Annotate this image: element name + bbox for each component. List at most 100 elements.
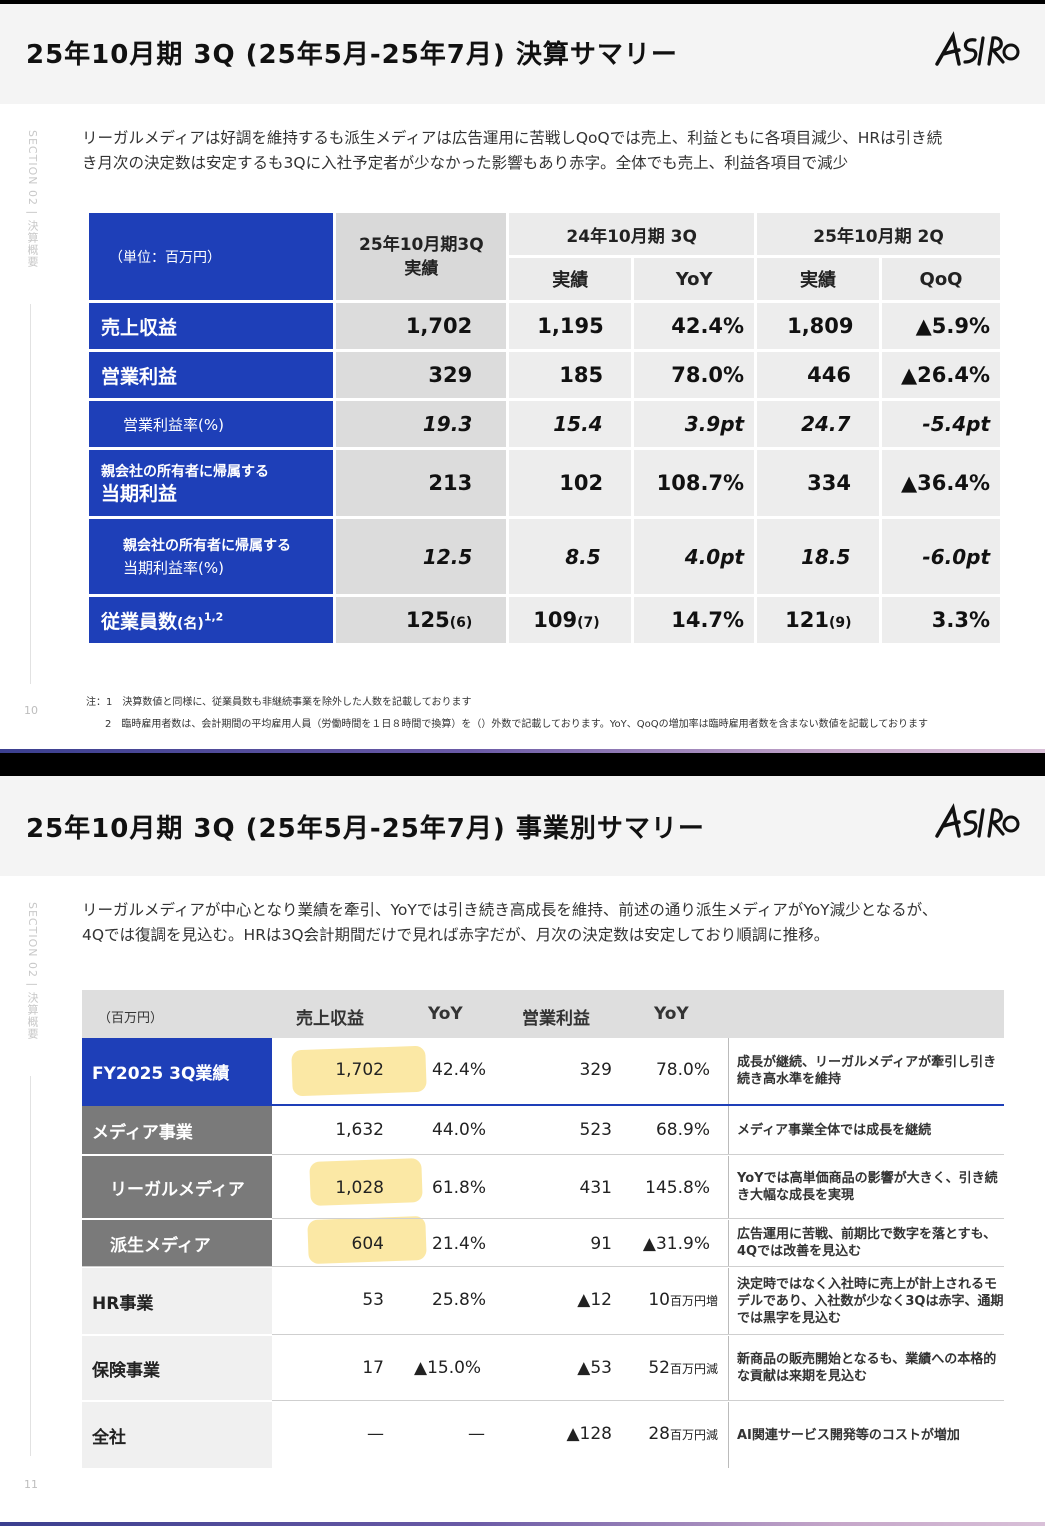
cell-value: 121	[785, 608, 829, 632]
col-qoq: QoQ	[882, 258, 1000, 300]
cell-op: 523	[579, 1120, 612, 1140]
cell-revenue: 1,632	[335, 1120, 384, 1140]
cell-yoy1: —	[468, 1424, 485, 1444]
table-row: 従業員数(名)1,2 125(6) 109(7) 14.7% 121(9) 3.…	[89, 597, 1000, 643]
row-label: HR事業	[82, 1268, 272, 1334]
cell-qoq: ▲36.4%	[882, 450, 1000, 516]
row-label: リーガルメディア	[82, 1156, 272, 1218]
cell-op: 431	[579, 1178, 612, 1198]
row-divider	[272, 1154, 1004, 1155]
slide-header: 25年10月期 3Q (25年5月-25年7月) 決算サマリー	[0, 4, 1045, 104]
cell-prev-year: 15.4	[509, 401, 632, 447]
col-revenue: 売上収益	[296, 1009, 364, 1029]
row-label-main: 従業員数	[101, 610, 178, 633]
cell-prev-q: 1,809	[757, 303, 880, 349]
cell-prev-year: 102	[509, 450, 632, 516]
row-label: FY2025 3Q業績	[82, 1038, 272, 1104]
cell-yoy: 3.9pt	[634, 401, 755, 447]
cell-yoy: 4.0pt	[634, 519, 755, 594]
table-row: FY2025 3Q業績 1,702 42.4% 329 78.0% 成長が継続、…	[82, 1038, 1004, 1104]
col-actual: 実績	[757, 258, 880, 300]
cell-prev-year: 109(7)	[509, 597, 632, 643]
row-comment: 決定時ではなく入社時に売上が計上されるモデルであり、入社数が少なく3Qは赤字、通…	[728, 1268, 1004, 1334]
row-label-small: 親会社の所有者に帰属する	[123, 537, 291, 554]
unit-label: （単位：百万円）	[89, 213, 334, 300]
lead-text: リーガルメディアが中心となり業績を牽引、YoYでは引き続き高成長を維持、前述の通…	[82, 898, 1022, 948]
footnote-2: 2 臨時雇用者数は、会計期間の平均雇用人員（労働時間を１日８時間で換算）を（）外…	[105, 719, 929, 730]
current-period-title: 25年10月期3Q	[359, 234, 484, 255]
asiro-logo-icon	[935, 31, 1020, 66]
row-comment: メディア事業全体では成長を継続	[728, 1106, 1004, 1154]
lead-line: き月次の決定数は安定するも3Qに入社予定者が少なかった影響もあり赤字。全体でも売…	[82, 154, 849, 172]
row-comment: 広告運用に苦戦、前期比で数字を落とすも、4Qでは改善を見込む	[728, 1220, 1004, 1266]
row-divider	[272, 1400, 1004, 1401]
unit-label: （百万円）	[98, 1011, 164, 1026]
cell-current: 19.3	[336, 401, 507, 447]
bottom-accent-bar	[0, 1522, 1045, 1526]
row-label: 派生メディア	[82, 1220, 272, 1266]
cell-yoy1: 25.8%	[432, 1290, 487, 1310]
cell-qoq: ▲26.4%	[882, 352, 1000, 398]
cell-revenue: 17	[362, 1358, 384, 1378]
table-row: 親会社の所有者に帰属する 当期利益 213 102 108.7% 334 ▲36…	[89, 450, 1000, 516]
cell-unit: 百万円減	[669, 1362, 718, 1376]
cell-current: 329	[336, 352, 507, 398]
bottom-accent-bar	[0, 749, 1045, 753]
cell-prev-year: 1,195	[509, 303, 632, 349]
cell-revenue: 1,702	[335, 1060, 384, 1080]
section-label: SECTION 02 | 決算概要	[26, 130, 39, 268]
cell-prev-year: 185	[509, 352, 632, 398]
table-row: 親会社の所有者に帰属する 当期利益率(%) 12.5 8.5 4.0pt 18.…	[89, 519, 1000, 594]
cell-yoy2: 68.9%	[655, 1120, 710, 1140]
footnotes: 注：1 決算数値と同様に、従業員数も非継続事業を除外した人数を記載しております …	[86, 692, 928, 736]
cell-revenue: 604	[351, 1234, 384, 1254]
cell-yoy1: 21.4%	[432, 1234, 487, 1254]
cell-sub: (9)	[828, 615, 852, 631]
row-label: 全社	[82, 1402, 272, 1468]
cell-yoy2: 52百万円減	[648, 1358, 718, 1378]
cell-sub: (6)	[449, 615, 473, 631]
cell-prev-q: 18.5	[757, 519, 880, 594]
page-number: 11	[24, 1478, 38, 1491]
row-comment: YoYでは高単価商品の影響が大きく、引き続き大幅な成長を実現	[728, 1156, 1004, 1218]
table-row: 営業利益率(%) 19.3 15.4 3.9pt 24.7 -5.4pt	[89, 401, 1000, 447]
slide-title: 25年10月期 3Q (25年5月-25年7月) 事業別サマリー	[26, 814, 705, 844]
table-row: HR事業 53 25.8% ▲12 10百万円増 決定時ではなく入社時に売上が計…	[82, 1268, 1004, 1334]
cell-yoy2: ▲31.9%	[642, 1234, 710, 1254]
cell-current: 125(6)	[336, 597, 507, 643]
prev-year-header: 24年10月期 3Q	[509, 213, 755, 255]
slide-header: 25年10月期 3Q (25年5月-25年7月) 事業別サマリー	[0, 776, 1045, 876]
cell-yoy2: 78.0%	[655, 1060, 710, 1080]
row-comment: 新商品の販売開始となるも、業績への本格的な貢献は来期を見込む	[728, 1336, 1004, 1400]
cell-prev-q: 121(9)	[757, 597, 880, 643]
cell-revenue: 1,028	[335, 1178, 384, 1198]
row-label-main: 当期利益率(%)	[123, 558, 224, 577]
row-divider	[272, 1218, 1004, 1219]
lead-line: リーガルメディアが中心となり業績を牽引、YoYでは引き続き高成長を維持、前述の通…	[82, 901, 938, 919]
asiro-logo-icon	[935, 803, 1020, 838]
table-row: 全社 — — ▲128 28百万円減 AI関連サービス開発等のコストが増加	[82, 1402, 1004, 1468]
cell-qoq: -5.4pt	[882, 401, 1000, 447]
table-row: リーガルメディア 1,028 61.8% 431 145.8% YoYでは高単価…	[82, 1156, 1004, 1218]
row-label-unit: (名)	[177, 615, 204, 632]
section-divider	[30, 304, 31, 684]
slide-title: 25年10月期 3Q (25年5月-25年7月) 決算サマリー	[26, 40, 678, 70]
row-label: 売上収益	[89, 303, 334, 349]
cell-current: 12.5	[336, 519, 507, 594]
cell-sub: (7)	[577, 615, 600, 631]
col-yoy: YoY	[654, 1004, 689, 1024]
prev-quarter-header: 25年10月期 2Q	[757, 213, 1000, 255]
cell-yoy: 78.0%	[634, 352, 755, 398]
lead-line: リーガルメディアは好調を維持するも派生メディアは広告運用に苦戦しQoQでは売上、…	[82, 129, 943, 147]
row-label: 従業員数(名)1,2	[89, 597, 334, 643]
cell-yoy1: 61.8%	[432, 1178, 487, 1198]
slide-segment-summary: 25年10月期 3Q (25年5月-25年7月) 事業別サマリー SECTION…	[0, 776, 1045, 1530]
footnote-1: 注：1 決算数値と同様に、従業員数も非継続事業を除外した人数を記載しております	[86, 697, 472, 708]
row-comment: 成長が継続、リーガルメディアが牽引し引き続き高水準を維持	[728, 1038, 1004, 1104]
row-label-main: 当期利益	[101, 483, 178, 505]
cell-op: ▲128	[566, 1424, 612, 1444]
row-label-small: 親会社の所有者に帰属する	[101, 464, 269, 480]
cell-current: 1,702	[336, 303, 507, 349]
row-divider	[272, 1334, 1004, 1335]
section-label: SECTION 02 | 決算概要	[26, 902, 39, 1040]
